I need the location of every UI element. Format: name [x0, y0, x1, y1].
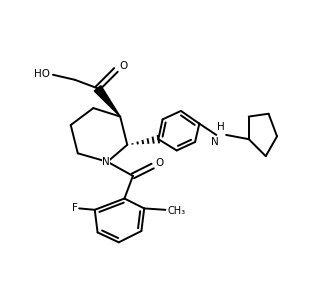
Text: N: N: [211, 137, 219, 147]
Text: O: O: [119, 61, 127, 71]
Text: O: O: [155, 158, 163, 168]
Text: H: H: [217, 122, 224, 132]
Text: N: N: [102, 157, 110, 167]
Text: CH₃: CH₃: [167, 206, 186, 216]
Polygon shape: [94, 86, 120, 116]
Text: F: F: [72, 203, 78, 213]
Text: HO: HO: [34, 69, 51, 79]
